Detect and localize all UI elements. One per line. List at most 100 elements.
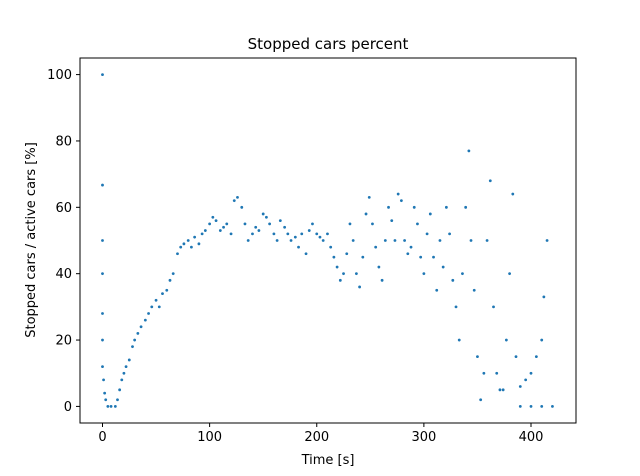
y-tick-label: 60 — [55, 201, 72, 216]
data-point — [300, 232, 304, 236]
x-tick-label: 200 — [304, 430, 329, 445]
data-point — [208, 222, 212, 226]
data-point — [101, 183, 104, 187]
data-point — [454, 305, 458, 309]
data-point — [514, 355, 518, 359]
data-point — [422, 272, 426, 276]
data-point — [387, 205, 390, 209]
data-point — [504, 338, 508, 342]
data-point — [545, 239, 549, 242]
data-point — [495, 371, 499, 375]
data-point — [102, 378, 105, 382]
data-point — [451, 278, 455, 282]
data-point — [101, 239, 104, 242]
data-point — [457, 338, 461, 342]
x-tick-label: 0 — [98, 430, 106, 445]
data-point — [222, 225, 225, 229]
data-point — [225, 222, 229, 226]
data-point — [461, 272, 464, 276]
data-point — [211, 215, 215, 219]
data-point — [348, 222, 352, 226]
data-point — [127, 358, 131, 362]
data-point — [240, 205, 244, 209]
data-point — [351, 239, 355, 242]
data-point — [492, 305, 495, 309]
chart-title: Stopped cars percent — [248, 35, 409, 53]
data-point — [304, 252, 308, 256]
data-point — [113, 405, 117, 408]
data-point — [479, 398, 483, 402]
data-point — [338, 278, 342, 282]
data-point — [229, 232, 233, 236]
data-point — [203, 229, 207, 232]
data-point — [315, 232, 319, 236]
data-point — [511, 192, 515, 196]
data-point — [358, 285, 362, 289]
data-point — [412, 205, 416, 209]
y-axis-label: Stopped cars / active cars [%] — [24, 142, 39, 338]
data-point — [380, 278, 384, 282]
data-point — [186, 239, 190, 242]
data-point — [438, 239, 442, 242]
data-point — [101, 312, 104, 315]
data-point — [345, 252, 349, 256]
data-point — [246, 239, 250, 242]
data-point — [425, 232, 429, 236]
data-point — [289, 239, 293, 242]
data-point — [485, 239, 489, 242]
data-point — [342, 272, 345, 276]
data-point — [182, 242, 186, 246]
data-point — [419, 255, 423, 259]
data-point — [193, 235, 197, 239]
data-point — [168, 278, 172, 282]
data-point — [498, 388, 502, 392]
data-point — [157, 305, 161, 309]
y-tick-label: 0 — [64, 400, 72, 415]
data-point — [396, 192, 400, 196]
data-point — [508, 272, 511, 276]
axes-frame — [79, 57, 577, 424]
data-point — [176, 252, 179, 256]
data-point — [171, 272, 175, 276]
data-point — [101, 365, 104, 368]
data-point — [518, 385, 522, 388]
data-point — [109, 405, 113, 408]
plot-area — [101, 73, 554, 408]
x-tick-label: 400 — [519, 430, 544, 445]
data-point — [406, 252, 410, 256]
data-point — [364, 212, 368, 216]
data-point — [383, 239, 387, 242]
data-point — [464, 205, 468, 209]
data-point — [278, 219, 282, 222]
data-point — [118, 388, 122, 392]
data-point — [283, 225, 287, 229]
data-point — [377, 265, 381, 269]
data-point — [551, 405, 554, 408]
data-point — [232, 199, 236, 203]
data-point — [101, 73, 104, 76]
data-point — [265, 215, 268, 219]
y-tick-label: 40 — [55, 267, 72, 282]
data-point — [469, 239, 473, 242]
data-point — [272, 232, 276, 236]
data-point — [139, 325, 143, 329]
data-point — [311, 222, 314, 226]
data-point — [190, 245, 193, 249]
data-point — [286, 232, 290, 236]
data-point — [488, 179, 492, 183]
data-point — [150, 305, 154, 309]
data-point — [116, 398, 119, 402]
data-point — [275, 239, 279, 242]
data-point — [236, 195, 239, 199]
data-point — [179, 245, 183, 249]
y-tick-label: 80 — [55, 134, 72, 149]
data-point — [200, 232, 204, 236]
data-point — [332, 255, 336, 259]
data-point — [243, 222, 247, 226]
data-point — [441, 265, 445, 269]
data-point — [472, 288, 476, 292]
data-point — [218, 229, 222, 232]
data-point — [534, 355, 538, 359]
